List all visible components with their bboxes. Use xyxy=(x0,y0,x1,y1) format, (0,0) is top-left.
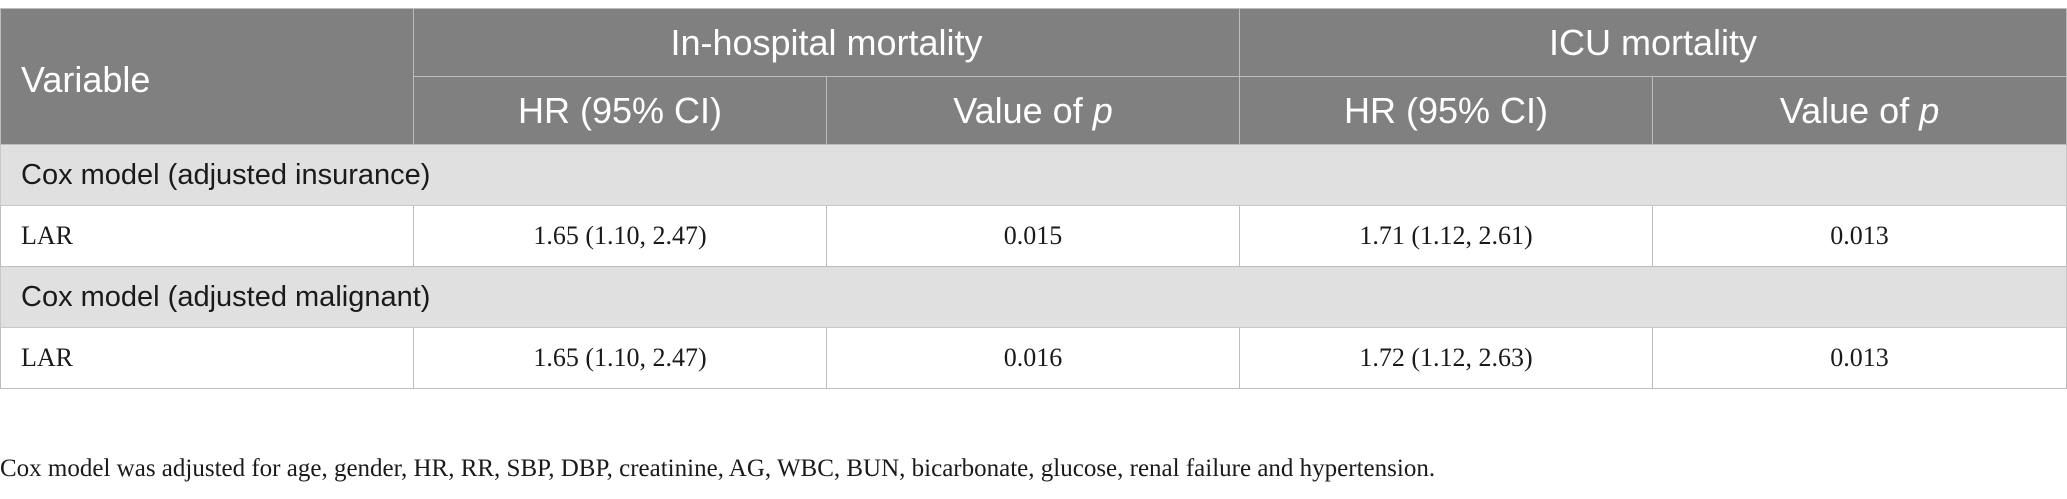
header-icu-p: Value of p xyxy=(1652,76,2067,145)
row-label: LAR xyxy=(0,205,414,267)
cell-inhosp-p: 0.015 xyxy=(826,205,1240,267)
row-label: LAR xyxy=(0,327,414,389)
table-row: LAR 1.65 (1.10, 2.47) 0.015 1.71 (1.12, … xyxy=(0,205,2067,267)
section-row: Cox model (adjusted malignant) xyxy=(0,266,2067,328)
table-body: Cox model (adjusted insurance) LAR 1.65 … xyxy=(0,144,2067,389)
header-row-subcolumns: HR (95% CI) Value of p HR (95% CI) Value… xyxy=(1,76,2067,145)
section-title: Cox model (adjusted malignant) xyxy=(0,266,2067,328)
cell-icu-hr: 1.71 (1.12, 2.61) xyxy=(1239,205,1653,267)
table-header: Variable In-hospital mortality ICU morta… xyxy=(0,8,2067,145)
cell-icu-p: 0.013 xyxy=(1652,327,2067,389)
header-variable: Variable xyxy=(0,8,414,145)
cell-icu-p: 0.013 xyxy=(1652,205,2067,267)
table-row: LAR 1.65 (1.10, 2.47) 0.016 1.72 (1.12, … xyxy=(0,327,2067,389)
section-title: Cox model (adjusted insurance) xyxy=(0,144,2067,206)
p-symbol: p xyxy=(1919,89,1940,131)
header-icu-hr: HR (95% CI) xyxy=(1239,76,1653,145)
header-row-groups: Variable In-hospital mortality ICU morta… xyxy=(0,8,2067,145)
cell-icu-hr: 1.72 (1.12, 2.63) xyxy=(1239,327,1653,389)
p-symbol: p xyxy=(1092,89,1113,131)
results-table-container: Variable In-hospital mortality ICU morta… xyxy=(0,8,2067,389)
cell-inhosp-hr: 1.65 (1.10, 2.47) xyxy=(413,327,827,389)
section-row: Cox model (adjusted insurance) xyxy=(0,144,2067,206)
p-prefix: Value of xyxy=(1779,89,1920,131)
cell-inhosp-p: 0.016 xyxy=(826,327,1240,389)
header-inhosp-p: Value of p xyxy=(826,76,1240,145)
header-icu-mortality: ICU mortality xyxy=(1239,8,2067,77)
header-variable-label: Variable xyxy=(21,58,151,100)
header-in-hospital-mortality: In-hospital mortality xyxy=(413,8,1240,77)
p-prefix: Value of xyxy=(953,89,1093,131)
table-footnote: Cox model was adjusted for age, gender, … xyxy=(0,455,1436,482)
header-inhosp-hr: HR (95% CI) xyxy=(413,76,827,145)
cox-model-table: Variable In-hospital mortality ICU morta… xyxy=(0,8,2067,389)
cell-inhosp-hr: 1.65 (1.10, 2.47) xyxy=(413,205,827,267)
